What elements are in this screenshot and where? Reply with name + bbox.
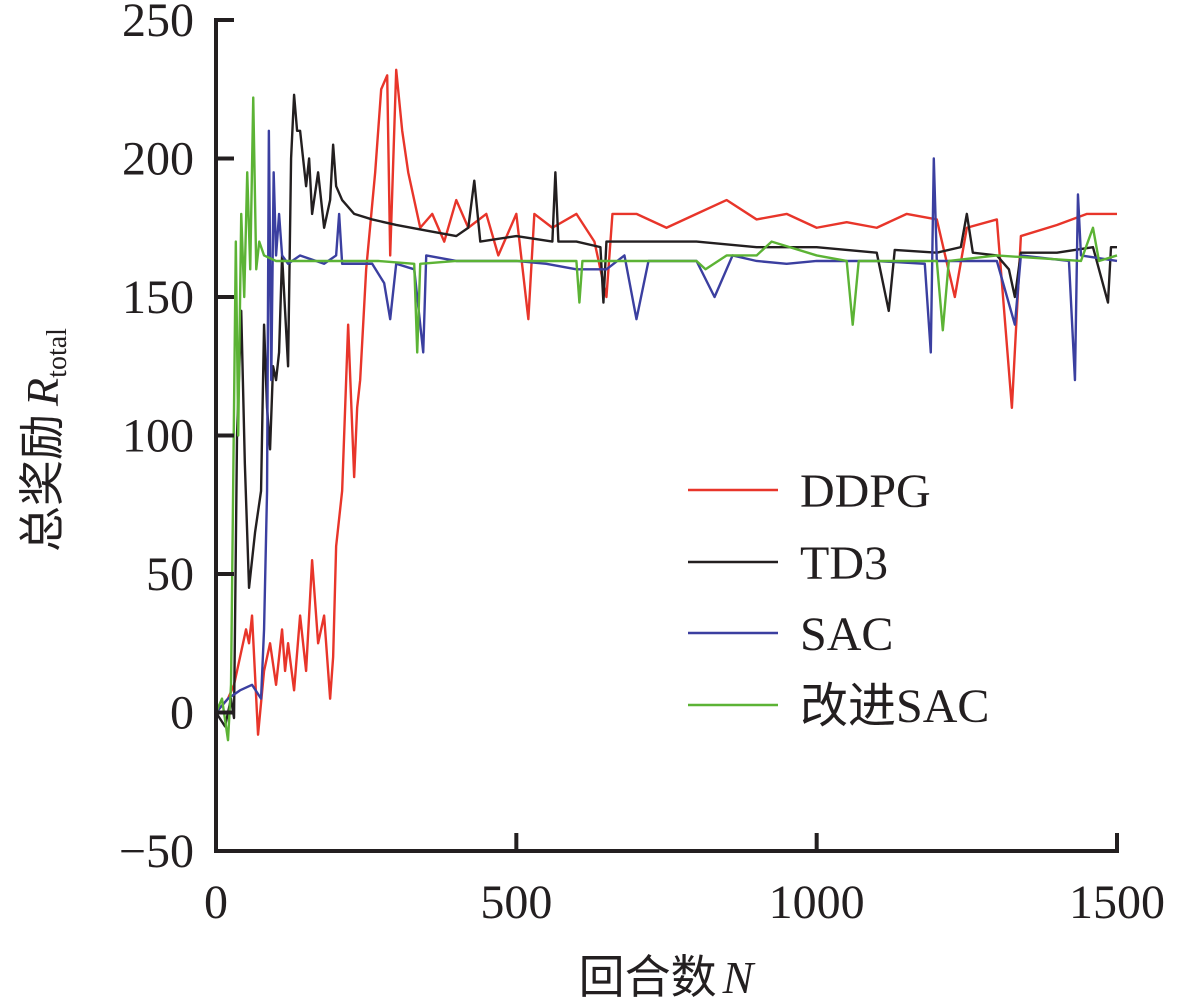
x-tick-label: 1500	[1069, 876, 1165, 929]
y-tick-label: 200	[122, 133, 194, 186]
x-tick-label: 500	[480, 876, 552, 929]
y-axis-label: 总奖励Rtotal	[17, 328, 73, 552]
series-line-3	[214, 96, 1118, 742]
y-tick-label: 150	[122, 271, 194, 324]
series-line-0	[215, 68, 1117, 736]
y-tick-label: 100	[122, 410, 194, 463]
legend-label: SAC	[800, 608, 893, 661]
x-tick-label: 1000	[769, 876, 865, 929]
y-tick-label: 50	[146, 548, 194, 601]
x-tick-label: 0	[204, 876, 228, 929]
legend-label: 改进SAC	[800, 680, 989, 733]
y-tick-label: −50	[119, 825, 194, 878]
y-tick-label: 0	[170, 687, 194, 740]
x-axis-label: 回合数 N	[579, 952, 756, 1003]
legend-label: DDPG	[800, 465, 931, 518]
series-layer	[214, 68, 1118, 742]
legend: DDPG TD3 SAC 改进SAC	[688, 465, 989, 733]
y-tick-label: 250	[122, 0, 194, 47]
legend-label: TD3	[800, 537, 888, 590]
